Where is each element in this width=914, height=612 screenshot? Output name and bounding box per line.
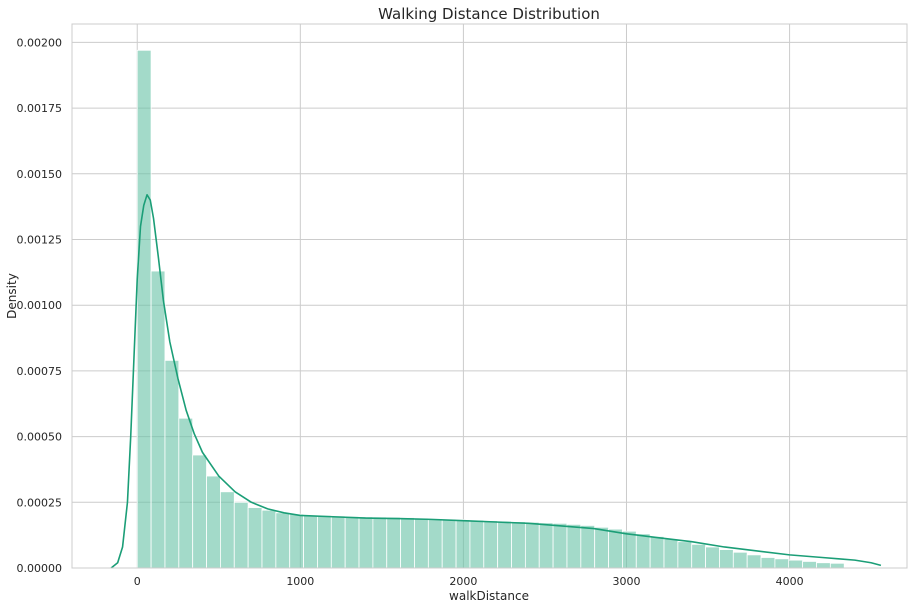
histogram-bar xyxy=(427,518,443,569)
histogram-bar xyxy=(372,516,388,569)
histogram-bar xyxy=(317,515,332,569)
histogram-bar xyxy=(233,501,249,569)
histogram-bar xyxy=(136,49,152,569)
histogram-bar xyxy=(289,513,304,569)
histogram-bar xyxy=(524,521,540,569)
plot-frame xyxy=(71,23,908,569)
histogram-bar xyxy=(511,521,526,569)
x-tick-label: 3000 xyxy=(612,575,640,588)
histogram-bar xyxy=(247,507,263,569)
histogram-bar xyxy=(206,475,221,569)
histogram-bar xyxy=(261,509,277,569)
x-tick-label: 2000 xyxy=(449,575,477,588)
y-tick-label: 0.00175 xyxy=(17,102,63,115)
histogram-bar xyxy=(164,359,180,569)
y-tick-label: 0.00025 xyxy=(17,496,63,509)
y-axis-label: Density xyxy=(5,273,19,319)
x-tick-label: 0 xyxy=(134,575,141,588)
histogram-bar xyxy=(192,454,207,569)
histogram-bar xyxy=(150,270,166,569)
histogram-bar xyxy=(732,551,748,569)
histogram-bar xyxy=(774,558,790,569)
histogram-bar xyxy=(538,522,554,569)
histogram-bar xyxy=(829,562,845,569)
histogram-bar xyxy=(469,519,485,569)
x-tick-label: 4000 xyxy=(776,575,804,588)
x-tick-labels: 0 1000 2000 3000 4000 xyxy=(134,575,804,588)
histogram-bar xyxy=(691,543,706,569)
histogram-bar xyxy=(608,528,623,569)
histogram-bar xyxy=(552,522,568,569)
histogram-bar xyxy=(303,515,318,569)
histogram-bar xyxy=(414,517,429,569)
histogram-bar xyxy=(344,516,360,569)
histogram-bar xyxy=(275,512,291,569)
histogram-bar xyxy=(622,530,637,569)
histogram-bar xyxy=(358,516,374,569)
x-tick-label: 1000 xyxy=(286,575,314,588)
histogram-bar xyxy=(441,518,457,569)
histogram-bar xyxy=(594,526,609,569)
y-tick-label: 0.00100 xyxy=(17,299,63,312)
chart-title: Walking Distance Distribution xyxy=(378,5,600,23)
histogram-bar xyxy=(566,523,582,569)
histogram-bar xyxy=(178,417,194,569)
histogram-bar xyxy=(719,549,734,569)
y-tick-label: 0.00050 xyxy=(17,431,63,444)
y-tick-label: 0.00200 xyxy=(17,36,63,49)
kde-curve xyxy=(110,194,882,569)
histogram-bar xyxy=(802,561,817,569)
y-tick-label: 0.00125 xyxy=(17,233,63,246)
x-axis-label: walkDistance xyxy=(449,589,529,603)
y-tick-label: 0.00075 xyxy=(17,365,63,378)
histogram-bar xyxy=(330,515,346,569)
histogram-bar xyxy=(677,541,693,569)
histogram-bar xyxy=(649,536,665,569)
y-tick-label: 0.00150 xyxy=(17,168,63,181)
histogram-bar xyxy=(635,533,651,569)
histogram-bar xyxy=(760,557,776,569)
y-tick-labels: 0.00000 0.00025 0.00050 0.00075 0.00100 0.001… xyxy=(17,36,63,575)
histogram-bar xyxy=(386,516,402,569)
histogram-bar xyxy=(497,520,512,569)
histogram-bar xyxy=(788,559,804,569)
histogram-bar xyxy=(663,538,679,569)
histogram-bar xyxy=(483,520,499,569)
y-tick-label: 0.00000 xyxy=(17,562,63,575)
histogram-bar xyxy=(220,491,235,569)
histogram-bar xyxy=(400,517,415,569)
bars-layer xyxy=(136,49,845,569)
histogram-bar xyxy=(580,525,596,569)
histogram-bar xyxy=(705,546,720,569)
histogram-bar xyxy=(455,519,471,569)
histogram-bar xyxy=(746,554,762,569)
kde-layer xyxy=(110,194,882,569)
histogram-bar xyxy=(816,562,831,569)
